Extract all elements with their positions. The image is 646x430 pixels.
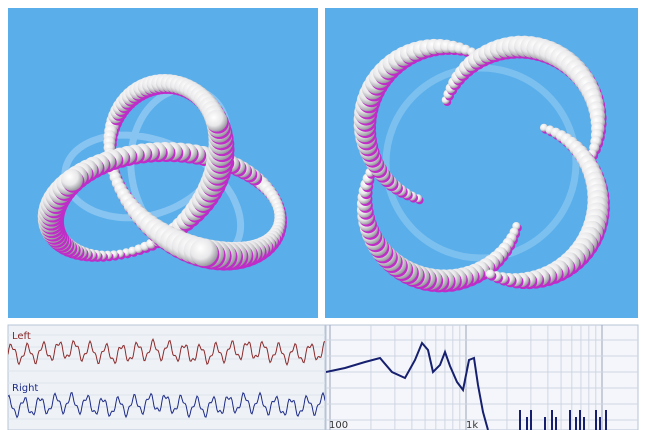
channel-label: Right	[12, 383, 38, 394]
sphere	[61, 169, 83, 191]
sphere	[206, 110, 228, 132]
sphere	[486, 270, 495, 279]
channel-label: Left	[12, 331, 31, 342]
knot-view-left	[8, 8, 318, 318]
sphere	[190, 238, 218, 266]
waveform-panel	[8, 325, 325, 430]
freq-label: 1k	[466, 420, 478, 430]
spectrum-panel	[326, 325, 638, 430]
freq-label: 100	[329, 420, 348, 430]
visualizer-window: Left Right 100 1k	[0, 0, 646, 430]
